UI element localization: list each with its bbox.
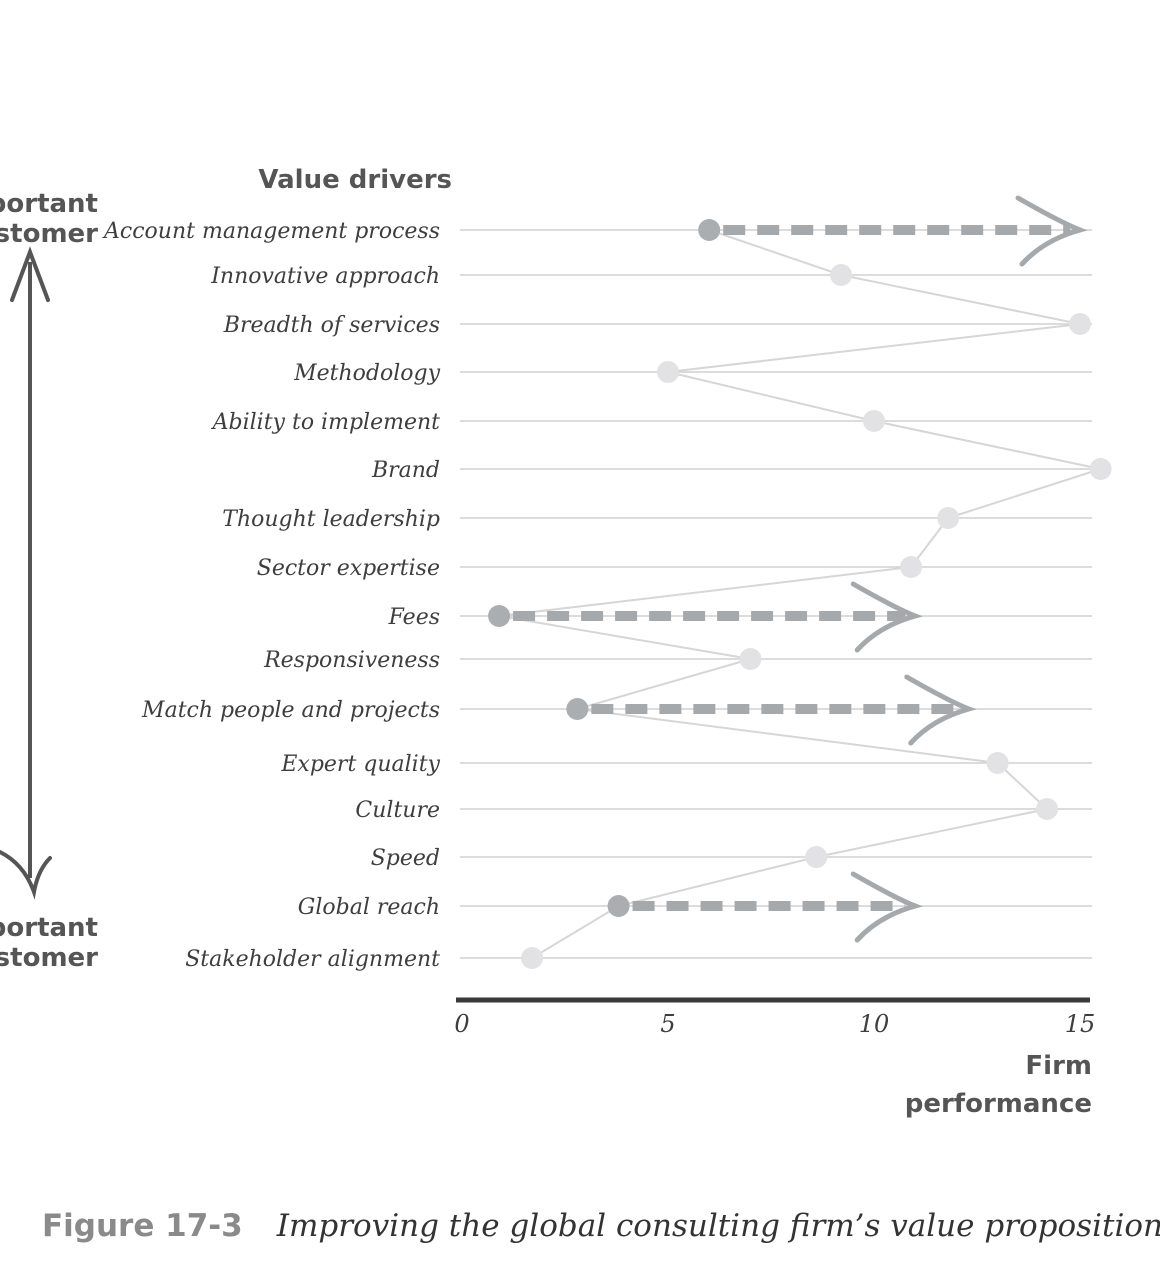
driver-label-culture: Culture [355,798,440,823]
driver-label-innovative-approach: Innovative approach [210,264,440,289]
arrowhead-icon [904,674,977,746]
x-tick-label: 5 [660,1010,675,1038]
point-account-management-process [698,219,721,241]
improvement-arrows [513,195,1088,943]
bottom-label-line2: ustomer [0,943,98,973]
driver-label-sector-expertise: Sector expertise [257,556,440,581]
driver-label-responsiveness: Responsiveness [263,648,440,673]
value-drivers-header: Value drivers [258,165,452,195]
driver-label-account-management-process: Account management process [102,219,440,244]
arrowhead-icon [850,871,923,943]
x-axis-label-line1: Firm [1025,1051,1092,1081]
importance-axis: mportant ustomer mportant ustomer [0,189,98,973]
driver-labels: Account management process Innovative app… [102,219,441,972]
arrowhead-icon [1015,195,1088,267]
driver-label-fees: Fees [388,605,440,630]
point-sector-expertise [900,556,923,578]
driver-label-global-reach: Global reach [298,895,440,920]
point-breadth-of-services [1069,313,1091,335]
point-fees [488,605,511,627]
x-axis-label-line2: performance [905,1089,1092,1119]
figure-number: Figure 17-3 [42,1208,243,1244]
performance-profile-line [498,229,1105,959]
performance-points [488,219,1112,969]
point-methodology [657,361,679,383]
point-stakeholder-alignment [521,947,544,969]
driver-label-thought-leadership: Thought leadership [222,507,440,532]
driver-label-breadth-of-services: Breadth of services [223,313,440,338]
driver-label-expert-quality: Expert quality [280,752,440,777]
driver-label-speed: Speed [371,846,440,871]
driver-label-brand: Brand [371,458,440,483]
up-arrowhead-icon [10,246,50,302]
down-arrowhead-icon [0,850,52,900]
x-tick-label: 10 [859,1010,890,1038]
figure-caption: Figure 17-3 Improving the global consulti… [42,1208,1160,1244]
point-ability-to-implement [863,410,885,432]
point-innovative-approach [830,264,853,286]
figure-title: Improving the global consulting firm’s v… [276,1208,1160,1244]
point-global-reach [607,895,630,917]
driver-label-methodology: Methodology [293,361,440,386]
point-responsiveness [739,648,762,670]
point-match-people-and-projects [566,698,589,720]
point-speed [805,846,828,868]
driver-label-ability-to-implement: Ability to implement [211,410,441,435]
value-curve-chart: mportant ustomer mportant ustomer Value … [0,165,1112,1119]
point-culture [1036,798,1059,820]
x-tick-label: 0 [454,1010,469,1038]
x-axis-ticks: 0 5 10 15 [454,1010,1095,1038]
top-label-line1: mportant [0,189,98,219]
arrowhead-icon [850,581,923,653]
driver-label-stakeholder-alignment: Stakeholder alignment [185,947,440,972]
point-thought-leadership [937,507,960,529]
gridlines [460,229,1092,959]
driver-label-match-people-and-projects: Match people and projects [141,698,440,723]
bottom-label-line1: mportant [0,913,98,943]
top-label-line2: ustomer [0,219,98,249]
point-brand [1089,458,1112,480]
point-expert-quality [986,752,1009,774]
x-tick-label: 15 [1065,1010,1096,1038]
